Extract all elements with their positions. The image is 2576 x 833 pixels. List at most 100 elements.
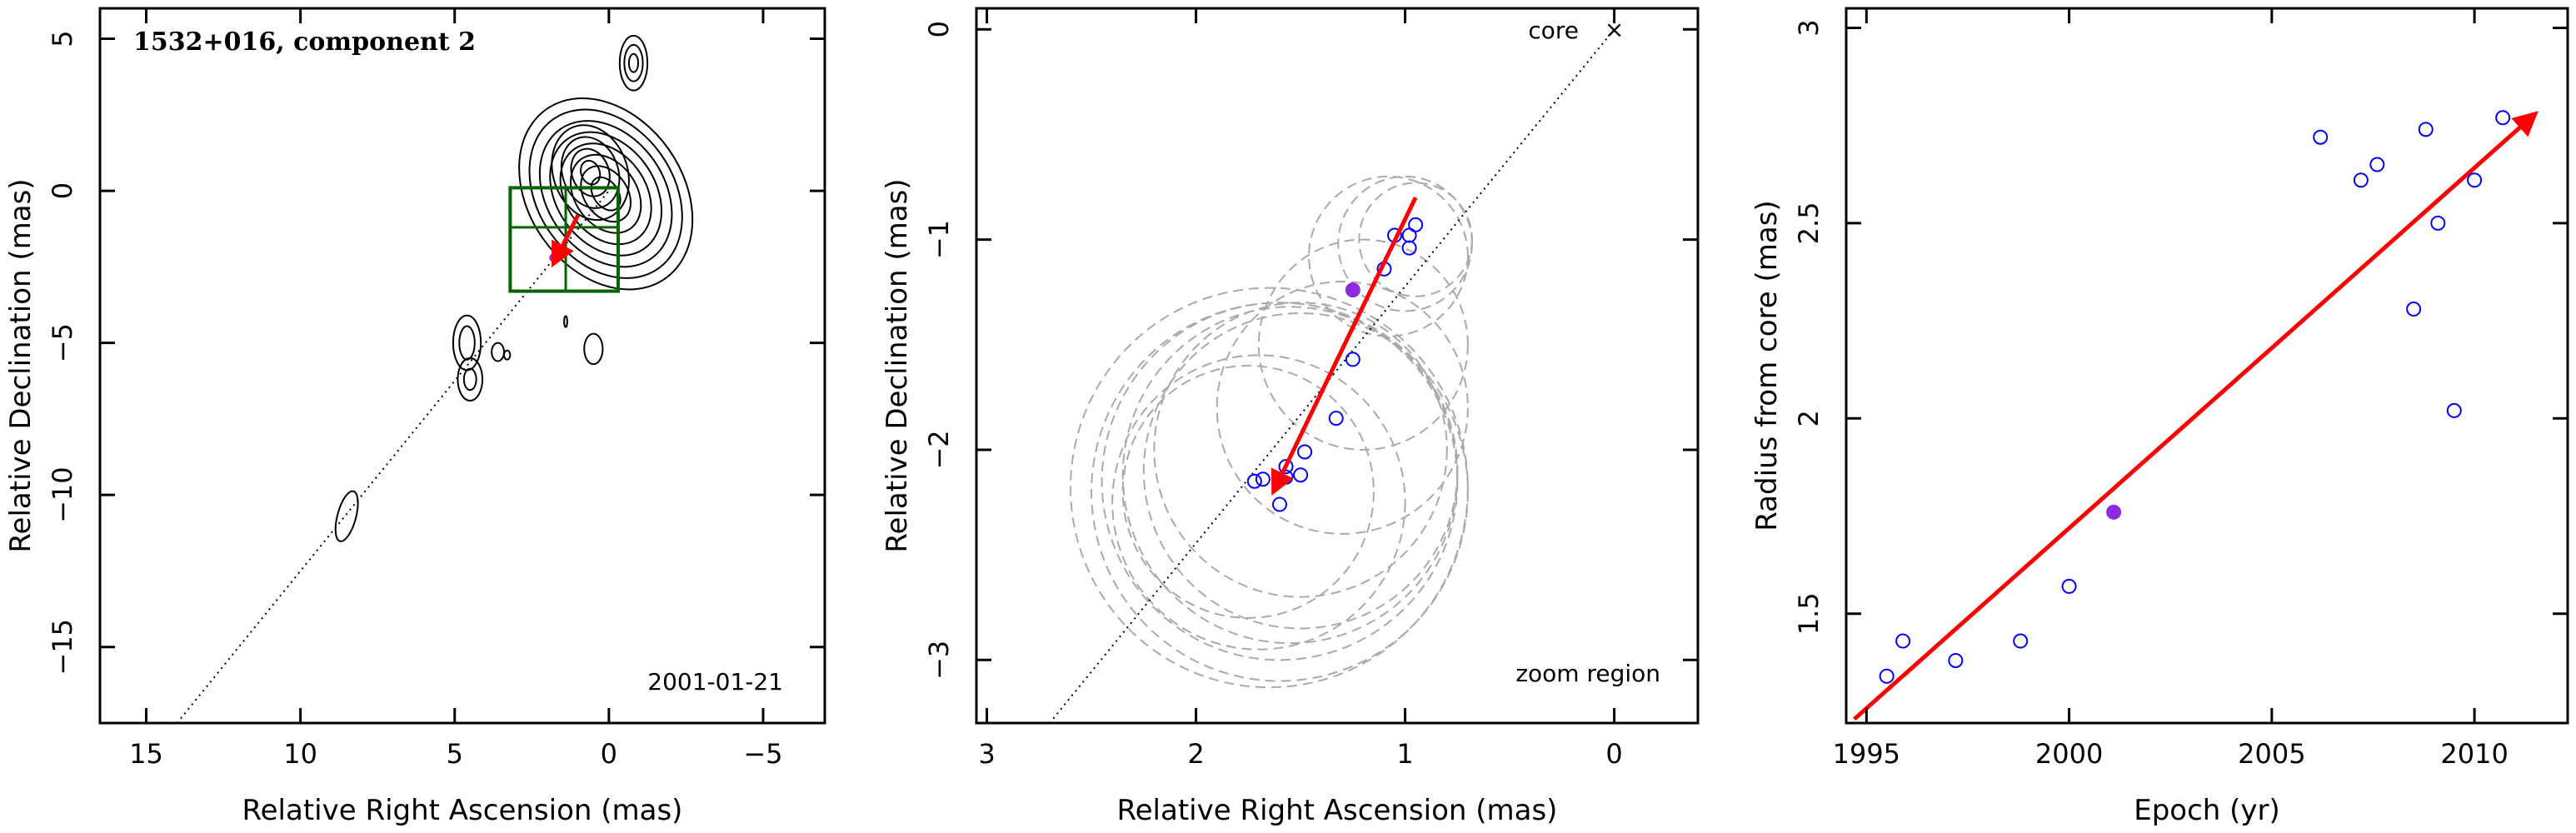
- contour-level: [462, 367, 477, 392]
- highlight-point: [1345, 282, 1360, 298]
- panel3-frame: [1845, 7, 2569, 725]
- data-point: [2353, 172, 2369, 188]
- panel1-y-axis-label: Relative Declination (mas): [4, 178, 37, 552]
- zoom-box: [508, 186, 620, 293]
- panel3-x-tick-label: 2000: [2035, 738, 2103, 770]
- panel1-y-tick-label: 5: [47, 30, 78, 47]
- data-point: [2418, 122, 2434, 137]
- contour-level: [491, 342, 505, 362]
- contour-level: [623, 43, 644, 82]
- panel1-x-tick-label: 10: [283, 738, 317, 770]
- data-point: [2061, 578, 2077, 594]
- panel2-core-label: core: [1528, 17, 1579, 44]
- data-point: [1271, 496, 1287, 512]
- contour-level: [457, 357, 484, 402]
- panel1-motion-arrow: [551, 214, 581, 268]
- contour-level: [583, 332, 604, 366]
- panel1-y-tick-label: −10: [47, 466, 78, 523]
- contour-level: [563, 315, 568, 328]
- contour-level: [518, 97, 694, 291]
- contour-level: [618, 34, 649, 92]
- contour-level: [580, 159, 602, 186]
- contour-level: [502, 349, 512, 361]
- data-point: [2446, 402, 2462, 418]
- panel2-x-tick-label: 0: [1605, 738, 1622, 770]
- data-point: [1255, 471, 1271, 487]
- beam-circle: [1111, 354, 1406, 651]
- panel1-x-tick-label: 5: [447, 738, 463, 770]
- contour-level: [549, 131, 663, 257]
- contour-level: [538, 120, 673, 268]
- panel2-motion-arrow: [1271, 197, 1418, 496]
- panel3-y-tick-label: 2.5: [1793, 202, 1825, 244]
- panel2-x-tick-label: 1: [1396, 738, 1413, 770]
- panel1-x-tick-label: −5: [743, 738, 782, 770]
- beam-circle: [1257, 238, 1469, 451]
- data-point: [1246, 473, 1262, 489]
- panel2-x-tick-label: 3: [978, 738, 995, 770]
- panel2-x-axis-label: Relative Right Ascension (mas): [1117, 794, 1558, 827]
- data-point: [2495, 110, 2511, 126]
- panel1-y-tick-label: 0: [47, 182, 78, 199]
- panel1-x-axis-label: Relative Right Ascension (mas): [242, 794, 683, 827]
- data-point: [1297, 444, 1313, 460]
- contour-level: [458, 325, 476, 361]
- highlight-point: [2106, 504, 2122, 520]
- beam-circle: [1337, 175, 1473, 312]
- panel3-x-tick-label: 2010: [2440, 738, 2508, 770]
- panel1-y-tick-label: −5: [47, 323, 78, 362]
- panel3-x-tick-label: 1995: [1833, 738, 1900, 770]
- panel2-guide-line: [1049, 28, 1615, 723]
- contour-level: [627, 52, 640, 73]
- contour-level: [551, 124, 630, 222]
- contour-level: [570, 147, 611, 197]
- data-point: [1948, 652, 1964, 668]
- contour-level: [560, 136, 621, 209]
- contour-level: [528, 108, 683, 279]
- panel3-y-tick-label: 3: [1793, 19, 1825, 36]
- data-point: [1401, 240, 1417, 256]
- data-point: [1879, 668, 1895, 684]
- panel-contour-map: 15 10 5 0 −5 5 0 −5 −10 −15 1532+016, component 2…: [4, 7, 826, 827]
- panel-radius-vs-epoch: 1995 2000 2005 2010 1.5 2 2.5 3 Epoch (yr) Radi…: [1750, 7, 2569, 827]
- data-point: [2467, 172, 2483, 188]
- data-point: [1895, 633, 1911, 649]
- panel3-y-axis-label: Radius from core (mas): [1750, 200, 1784, 531]
- data-point: [1345, 352, 1360, 367]
- data-point: [2013, 633, 2029, 649]
- data-point: [1293, 467, 1309, 483]
- beam-circle: [1121, 365, 1375, 619]
- panel3-y-tick-label: 2: [1793, 410, 1825, 426]
- panel1-x-tick-label: 15: [129, 738, 163, 770]
- panel2-y-tick-label: −2: [923, 430, 955, 469]
- panel2-zoom-label: zoom region: [1515, 660, 1660, 687]
- beam-circle: [1069, 287, 1469, 689]
- panel2-x-tick-label: 2: [1187, 738, 1204, 770]
- data-point: [2369, 157, 2385, 172]
- beam-circle: [1216, 281, 1469, 535]
- data-point: [2430, 215, 2446, 231]
- contour-level: [569, 153, 642, 234]
- panel3-x-tick-label: 2005: [2238, 738, 2305, 770]
- panel1-guide-line: [176, 190, 610, 723]
- panel1-y-tick-label: −15: [47, 619, 78, 676]
- contour-level: [559, 142, 652, 246]
- contour-level: [334, 490, 359, 542]
- panel3-y-tick-label: 1.5: [1793, 592, 1825, 635]
- data-point: [1328, 411, 1344, 426]
- panel2-y-tick-label: −1: [923, 220, 955, 259]
- beam-circle: [1308, 175, 1469, 337]
- panel1-epoch-label: 2001-01-21: [647, 668, 783, 696]
- panel-zoom-region: × 3 2 1 0 0 −1 −2 −3 core zoom region Relative …: [881, 7, 1700, 827]
- panel2-y-tick-label: −3: [923, 641, 955, 680]
- panel1-frame: [98, 7, 826, 725]
- panel3-x-axis-label: Epoch (yr): [2134, 794, 2280, 827]
- panel2-y-tick-label: 0: [923, 21, 955, 37]
- data-point: [2313, 129, 2329, 145]
- panel2-frame: [975, 7, 1700, 725]
- data-point: [2406, 302, 2422, 317]
- panel1-title: 1532+016, component 2: [133, 27, 476, 57]
- data-point: [1401, 227, 1417, 243]
- panel1-x-tick-label: 0: [601, 738, 617, 770]
